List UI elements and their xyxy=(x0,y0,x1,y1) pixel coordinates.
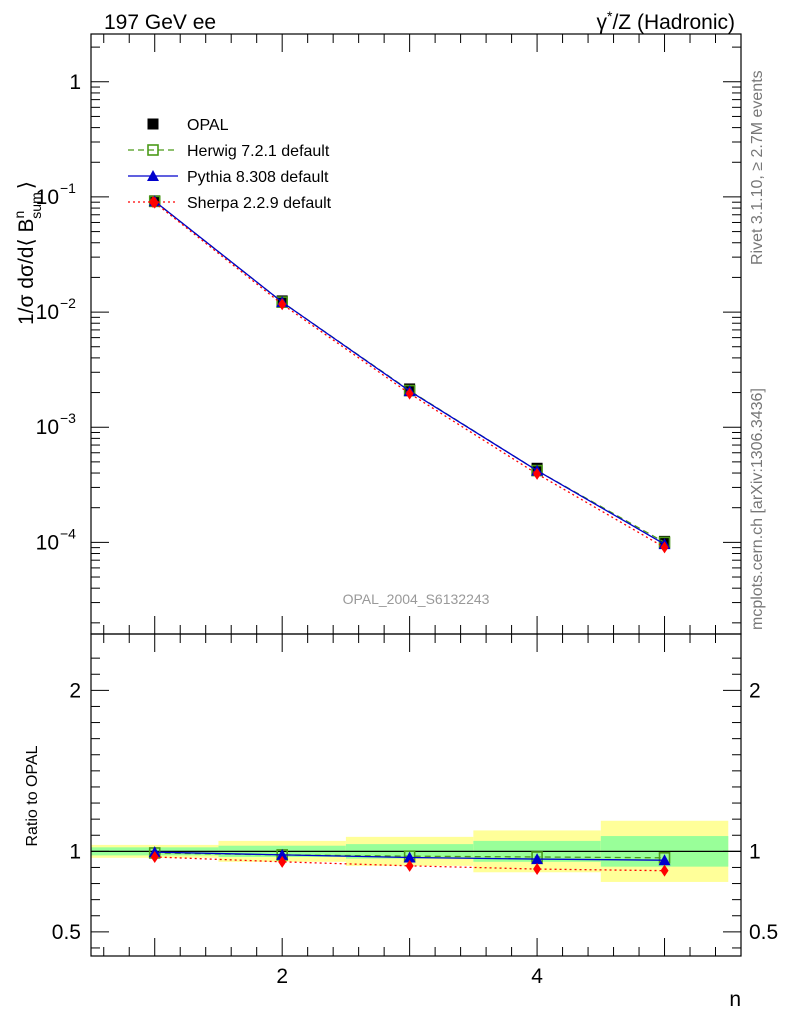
legend-herwig-marker xyxy=(147,144,159,156)
ratio-sherpa-point xyxy=(533,863,542,876)
main-y-tick-label: 10 xyxy=(36,301,59,324)
main-y-axis-title: 1/σ dσ/d⟨ Bnsum⟩ xyxy=(11,181,44,325)
ratio-plot-frame xyxy=(90,633,742,957)
main-y-tick-exponent: −1 xyxy=(60,180,76,196)
main-y-tick-label: 10 xyxy=(36,531,59,554)
ratio-pythia-point xyxy=(403,851,416,863)
legend-sherpa-label: Sherpa 2.2.9 default xyxy=(187,195,332,212)
axis-frames xyxy=(90,33,742,957)
main-y-tick-exponent: −4 xyxy=(60,525,76,541)
ratio-pythia-point xyxy=(658,854,671,866)
ratio-y-tick-label: 2 xyxy=(69,679,81,702)
ratio-sherpa-point xyxy=(660,864,669,877)
main-sherpa-point xyxy=(660,541,669,554)
ratio-uncertainty-bands xyxy=(91,820,741,882)
main-sherpa-line xyxy=(154,202,665,548)
main-plot-layer xyxy=(148,195,671,554)
ratio-sherpa-point xyxy=(150,850,159,863)
main-y-tick-label: 10 xyxy=(36,416,59,439)
legend-sherpa-marker xyxy=(149,196,157,208)
x-tick-label: 4 xyxy=(531,965,543,988)
ratio-y-tick-label-right: 0.5 xyxy=(749,921,778,944)
main-y-tick-exponent: −3 xyxy=(60,410,76,426)
rivet-version-label: Rivet 3.1.10, ≥ 2.7M events xyxy=(749,70,766,265)
x-tick-label: 2 xyxy=(276,965,288,988)
x-axis-title: n xyxy=(729,988,741,1011)
legend-herwig-label: Herwig 7.2.1 default xyxy=(187,143,330,160)
analysis-id-label: OPAL_2004_S6132243 xyxy=(343,591,490,607)
main-sherpa-point xyxy=(533,467,542,480)
main-sherpa-point xyxy=(278,298,287,311)
header-energy-label: 197 GeV ee xyxy=(104,11,216,34)
main-herwig-line xyxy=(154,200,665,543)
ratio-y-tick-label: 1 xyxy=(69,840,81,863)
ratio-plot-layer xyxy=(148,846,671,877)
legend-opal-label: OPAL xyxy=(187,117,229,134)
ratio-y-tick-label: 0.5 xyxy=(52,921,81,944)
main-y-tick-exponent: −2 xyxy=(60,295,76,311)
main-pythia-line xyxy=(154,200,665,545)
ratio-sherpa-point xyxy=(405,859,414,872)
legend-pythia-label: Pythia 8.308 default xyxy=(187,169,329,186)
legend-opal-marker xyxy=(147,118,159,130)
main-y-tick-label: 1 xyxy=(69,71,81,94)
ratio-y-axis-title: Ratio to OPAL xyxy=(24,745,41,846)
header-process-label: γ*/Z (Hadronic) xyxy=(597,8,735,34)
ratio-pythia-point xyxy=(531,853,544,865)
ratio-sherpa-point xyxy=(278,855,287,868)
main-y-tick-label: 10 xyxy=(36,186,59,209)
ratio-pythia-point xyxy=(276,848,289,860)
main-sherpa-point xyxy=(405,387,414,400)
legend: OPAL Herwig 7.2.1 default Pythia 8.308 def… xyxy=(128,117,332,212)
mcplots-credit-label: mcplots.cern.ch [arXiv:1306.3436] xyxy=(749,388,766,630)
ratio-y-tick-label-right: 1 xyxy=(749,840,761,863)
axis-ticks: 110 −110 −210 −310 −42 40.5 0.51 12 2 xyxy=(36,34,778,988)
legend-pythia-marker xyxy=(147,170,159,181)
ratio-y-tick-label-right: 2 xyxy=(749,679,761,702)
